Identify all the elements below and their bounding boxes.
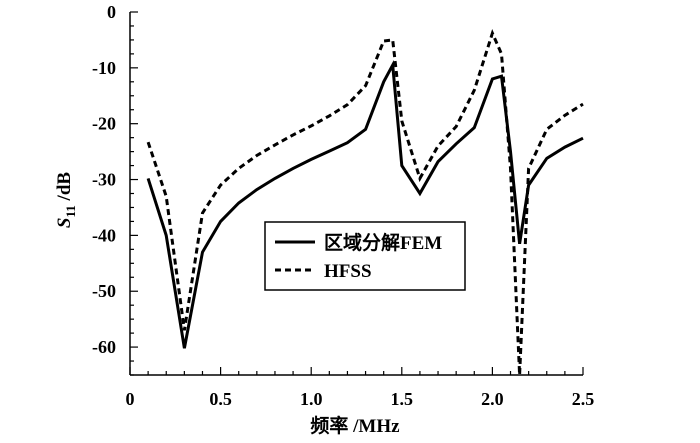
- y-tick-label: -20: [92, 114, 116, 134]
- x-tick-label: 1.0: [300, 389, 323, 409]
- x-tick-label: 0: [126, 389, 135, 409]
- y-axis-label-sub: 11: [63, 205, 78, 217]
- y-tick-label: -10: [92, 58, 116, 78]
- series-line-fem: [146, 60, 584, 349]
- y-tick-label: -30: [92, 170, 116, 190]
- x-tick-label: 1.5: [391, 389, 414, 409]
- legend-label-hfss: HFSS: [324, 261, 372, 282]
- legend-box: [264, 221, 466, 291]
- y-axis-label-unit: /dB: [54, 172, 75, 206]
- series-layer: [146, 28, 584, 376]
- x-tick-label: 0.5: [209, 389, 232, 409]
- x-tick-label: 2.5: [572, 389, 595, 409]
- y-axis-label-main: S: [54, 218, 75, 229]
- legend: 区域分解FEM HFSS: [264, 221, 466, 291]
- y-axis-label: S11 /dB: [54, 172, 78, 228]
- series-line-hfss: [146, 28, 584, 376]
- y-tick-label: 0: [107, 2, 116, 22]
- x-tick-label: 2.0: [481, 389, 504, 409]
- x-axis-label: 频率 /MHz: [310, 414, 400, 437]
- y-tick-label: -60: [92, 337, 116, 357]
- legend-label-fem: 区域分解FEM: [324, 231, 442, 254]
- y-tick-label: -40: [92, 225, 116, 245]
- y-tick-label: -50: [92, 281, 116, 301]
- axes: 0 0.5 1.0 1.5 2.0 2.5 0 -10 -20 -30 -40 -50 -60: [92, 2, 594, 409]
